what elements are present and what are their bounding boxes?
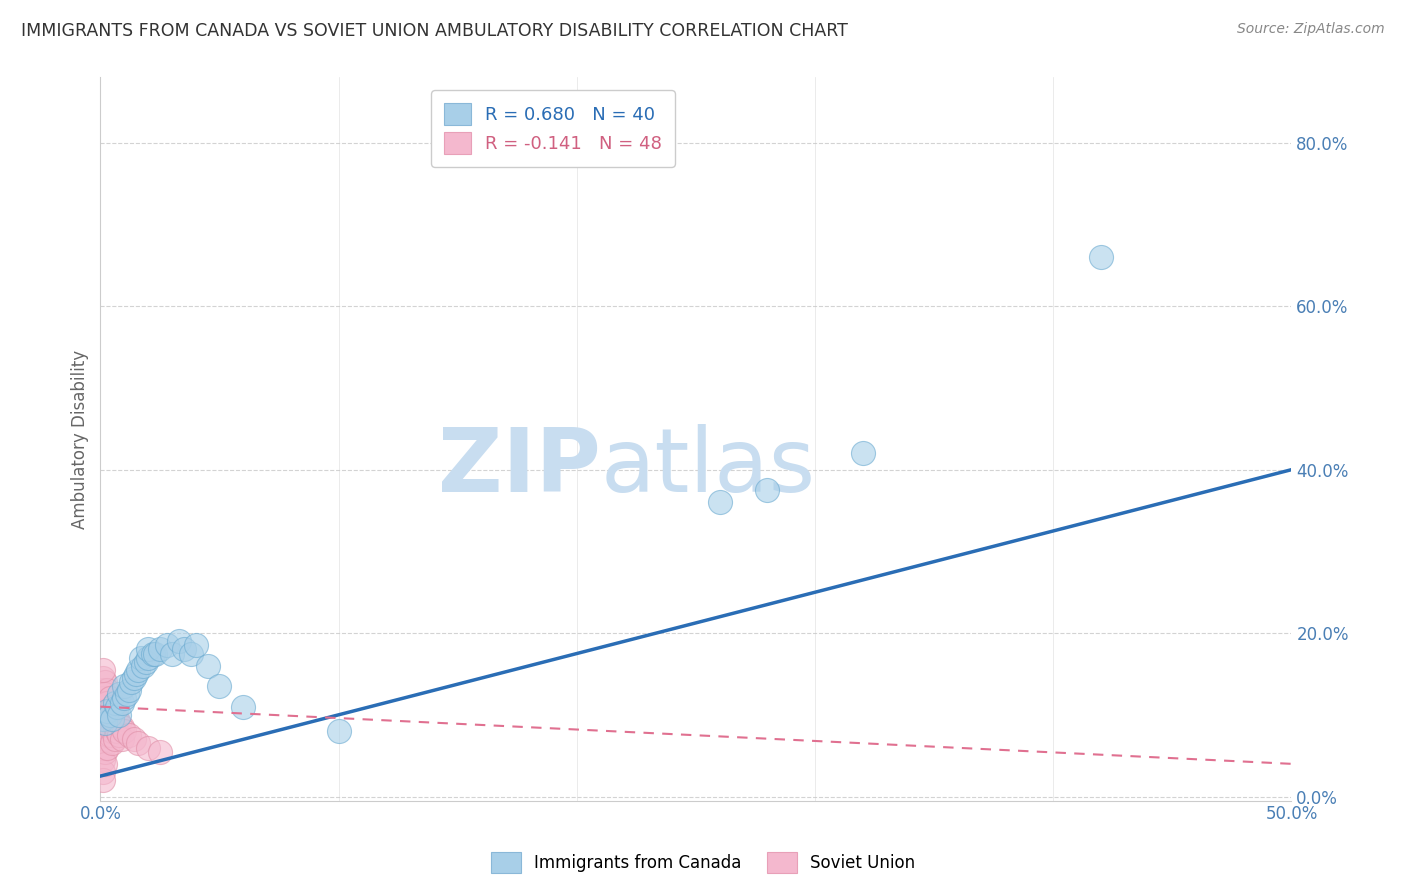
Text: ZIP: ZIP	[437, 425, 600, 511]
Point	[1090, 250, 1112, 264]
Point	[122, 732, 145, 747]
Point	[94, 687, 117, 701]
Point	[96, 740, 118, 755]
Point	[160, 647, 183, 661]
Point	[118, 683, 141, 698]
Point	[98, 704, 121, 718]
Point	[328, 724, 350, 739]
Point	[98, 728, 121, 742]
Point	[96, 728, 118, 742]
Point	[136, 740, 159, 755]
Point	[852, 446, 875, 460]
Point	[232, 699, 254, 714]
Point	[122, 671, 145, 685]
Point	[94, 732, 117, 747]
Point	[105, 699, 128, 714]
Point	[96, 683, 118, 698]
Point	[208, 679, 231, 693]
Point	[104, 707, 127, 722]
Point	[125, 667, 148, 681]
Point	[167, 634, 190, 648]
Point	[101, 724, 124, 739]
Point	[91, 712, 114, 726]
Point	[96, 716, 118, 731]
Point	[104, 732, 127, 747]
Point	[94, 696, 117, 710]
Point	[709, 495, 731, 509]
Point	[101, 712, 124, 726]
Point	[112, 724, 135, 739]
Point	[108, 707, 131, 722]
Point	[112, 679, 135, 693]
Point	[108, 728, 131, 742]
Point	[127, 663, 149, 677]
Point	[111, 732, 134, 747]
Point	[101, 712, 124, 726]
Point	[108, 716, 131, 731]
Point	[142, 647, 165, 661]
Point	[180, 647, 202, 661]
Point	[149, 642, 172, 657]
Text: Source: ZipAtlas.com: Source: ZipAtlas.com	[1237, 22, 1385, 37]
Point	[91, 699, 114, 714]
Point	[96, 707, 118, 722]
Point	[108, 687, 131, 701]
Point	[143, 647, 166, 661]
Point	[91, 764, 114, 779]
Point	[105, 712, 128, 726]
Legend: R = 0.680   N = 40, R = -0.141   N = 48: R = 0.680 N = 40, R = -0.141 N = 48	[432, 90, 675, 167]
Point	[104, 720, 127, 734]
Point	[112, 691, 135, 706]
Point	[94, 716, 117, 731]
Point	[91, 691, 114, 706]
Point	[115, 687, 138, 701]
Point	[91, 773, 114, 788]
Point	[91, 663, 114, 677]
Point	[94, 756, 117, 771]
Point	[91, 671, 114, 685]
Point	[111, 696, 134, 710]
Point	[118, 728, 141, 742]
Point	[94, 720, 117, 734]
Point	[98, 691, 121, 706]
Point	[101, 699, 124, 714]
Point	[91, 724, 114, 739]
Text: IMMIGRANTS FROM CANADA VS SOVIET UNION AMBULATORY DISABILITY CORRELATION CHART: IMMIGRANTS FROM CANADA VS SOVIET UNION A…	[21, 22, 848, 40]
Point	[136, 650, 159, 665]
Point	[98, 707, 121, 722]
Point	[184, 638, 207, 652]
Point	[127, 736, 149, 750]
Point	[104, 696, 127, 710]
Point	[136, 642, 159, 657]
Point	[156, 638, 179, 652]
Text: atlas: atlas	[600, 425, 815, 511]
Point	[91, 712, 114, 726]
Point	[197, 658, 219, 673]
Point	[101, 736, 124, 750]
Point	[129, 650, 152, 665]
Point	[111, 720, 134, 734]
Legend: Immigrants from Canada, Soviet Union: Immigrants from Canada, Soviet Union	[484, 846, 922, 880]
Point	[173, 642, 195, 657]
Y-axis label: Ambulatory Disability: Ambulatory Disability	[72, 350, 89, 529]
Point	[91, 740, 114, 755]
Point	[132, 658, 155, 673]
Point	[96, 696, 118, 710]
Point	[98, 716, 121, 731]
Point	[94, 707, 117, 722]
Point	[105, 724, 128, 739]
Point	[94, 745, 117, 759]
Point	[91, 683, 114, 698]
Point	[756, 483, 779, 497]
Point	[135, 655, 157, 669]
Point	[91, 753, 114, 767]
Point	[149, 745, 172, 759]
Point	[94, 675, 117, 690]
Point	[120, 675, 142, 690]
Point	[96, 704, 118, 718]
